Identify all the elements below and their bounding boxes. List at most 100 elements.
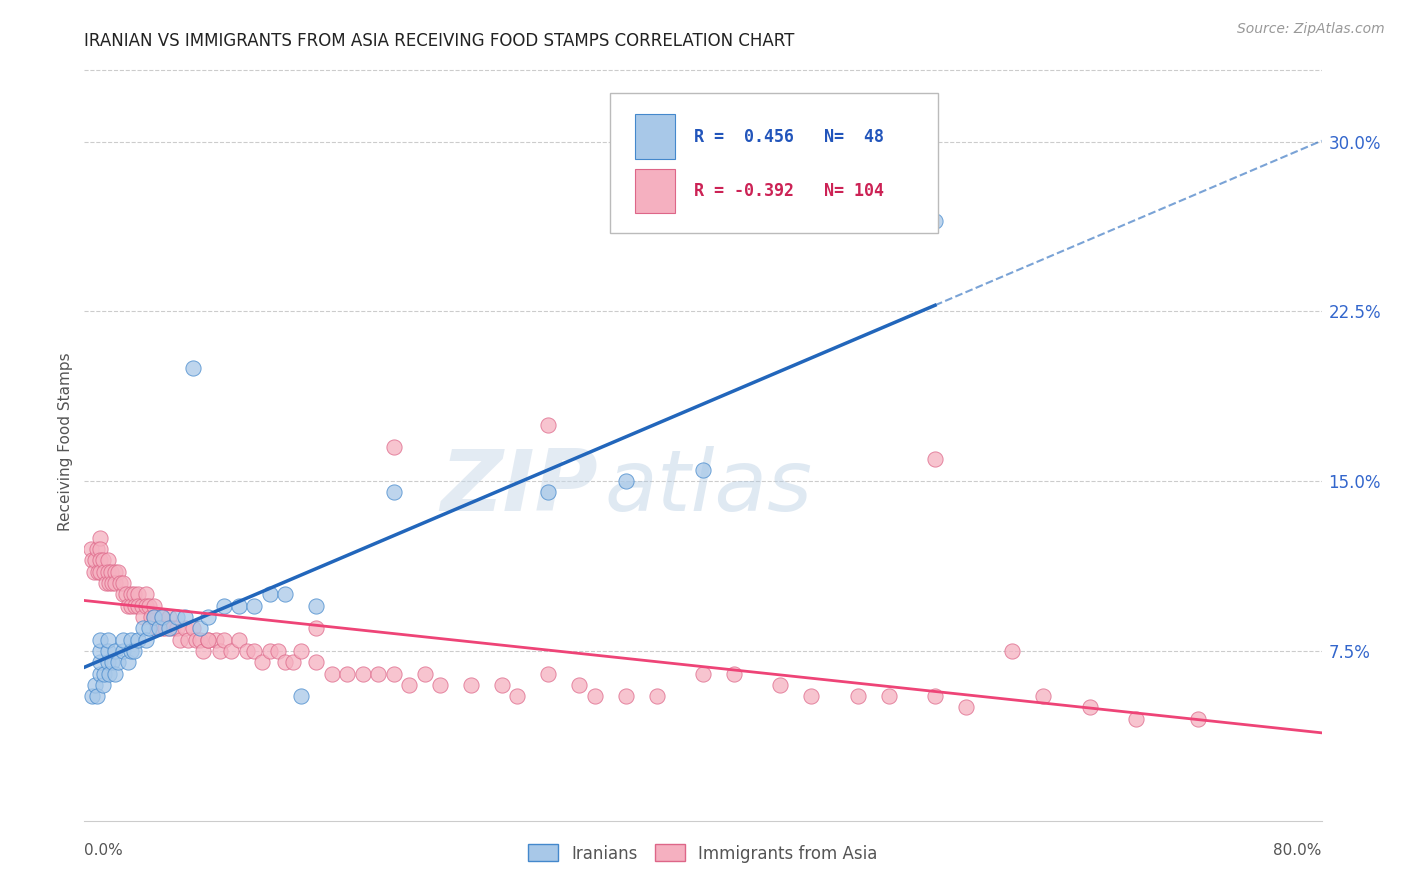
Point xyxy=(243,599,266,613)
Point xyxy=(120,599,142,613)
Text: IRANIAN VS IMMIGRANTS FROM ASIA RECEIVING FOOD STAMPS CORRELATION CHART: IRANIAN VS IMMIGRANTS FROM ASIA RECEIVIN… xyxy=(84,32,794,50)
Point xyxy=(382,485,405,500)
Point xyxy=(174,621,197,635)
Point xyxy=(124,599,146,613)
Point xyxy=(537,417,560,432)
Point xyxy=(135,587,157,601)
Point xyxy=(219,644,242,658)
Point xyxy=(148,621,170,635)
Point xyxy=(174,610,197,624)
Point xyxy=(132,610,155,624)
Point xyxy=(150,610,173,624)
Point xyxy=(723,666,745,681)
Point xyxy=(159,621,180,635)
Point xyxy=(146,621,169,635)
Point xyxy=(924,689,946,703)
Point xyxy=(131,599,153,613)
Point xyxy=(107,565,129,579)
Point xyxy=(127,599,149,613)
Point xyxy=(112,587,135,601)
Point xyxy=(100,565,122,579)
Point xyxy=(281,655,305,669)
Point xyxy=(127,632,149,647)
Point xyxy=(120,644,142,658)
Point xyxy=(250,655,273,669)
Text: atlas: atlas xyxy=(605,445,813,529)
Point xyxy=(84,553,107,567)
Point xyxy=(382,440,405,454)
Point xyxy=(112,644,135,658)
Point xyxy=(209,644,232,658)
Point xyxy=(614,689,637,703)
Point xyxy=(537,485,560,500)
Point xyxy=(197,632,219,647)
Point xyxy=(94,576,117,591)
Point xyxy=(382,666,405,681)
Point xyxy=(877,689,900,703)
FancyBboxPatch shape xyxy=(636,169,675,213)
Point xyxy=(274,655,297,669)
Point xyxy=(86,689,108,703)
Point xyxy=(614,474,637,488)
Point xyxy=(305,621,328,635)
Point xyxy=(117,599,139,613)
Point xyxy=(506,689,529,703)
Point xyxy=(800,689,823,703)
Point xyxy=(132,621,155,635)
Point xyxy=(89,632,111,647)
Legend: Iranians, Immigrants from Asia: Iranians, Immigrants from Asia xyxy=(522,838,884,869)
Point xyxy=(955,700,977,714)
Point xyxy=(1187,712,1209,726)
Point xyxy=(93,565,115,579)
Point xyxy=(138,621,160,635)
Point xyxy=(1001,644,1024,658)
Point xyxy=(460,678,482,692)
Point xyxy=(1125,712,1147,726)
Point xyxy=(96,644,118,658)
Point xyxy=(89,644,111,658)
Point xyxy=(645,689,668,703)
Point xyxy=(352,666,374,681)
Point xyxy=(398,678,420,692)
Point xyxy=(96,632,118,647)
Point xyxy=(367,666,389,681)
Point xyxy=(89,666,111,681)
Point xyxy=(135,632,157,647)
Point xyxy=(96,553,118,567)
Point xyxy=(82,689,104,703)
Point xyxy=(228,599,250,613)
Point xyxy=(537,666,560,681)
Point xyxy=(96,565,118,579)
Point xyxy=(924,214,946,228)
Point xyxy=(769,678,792,692)
Point xyxy=(290,644,312,658)
Point xyxy=(139,610,162,624)
Point xyxy=(143,599,166,613)
Point xyxy=(188,621,211,635)
Point xyxy=(122,587,145,601)
Point xyxy=(159,610,180,624)
Point xyxy=(924,451,946,466)
Point xyxy=(243,644,266,658)
Point xyxy=(491,678,513,692)
Point xyxy=(162,621,184,635)
Point xyxy=(89,531,111,545)
Text: ZIP: ZIP xyxy=(440,445,598,529)
Point xyxy=(89,565,111,579)
FancyBboxPatch shape xyxy=(636,114,675,159)
Point xyxy=(228,632,250,647)
Point xyxy=(150,610,173,624)
Point xyxy=(692,463,714,477)
Text: R =  0.456   N=  48: R = 0.456 N= 48 xyxy=(695,128,884,145)
Point xyxy=(159,621,180,635)
Point xyxy=(166,621,188,635)
Point xyxy=(120,632,142,647)
Point xyxy=(259,587,281,601)
Point xyxy=(336,666,359,681)
Point xyxy=(98,666,121,681)
Point xyxy=(104,644,127,658)
Point xyxy=(98,576,121,591)
Point xyxy=(290,689,312,703)
Point xyxy=(205,632,228,647)
Point xyxy=(135,599,157,613)
